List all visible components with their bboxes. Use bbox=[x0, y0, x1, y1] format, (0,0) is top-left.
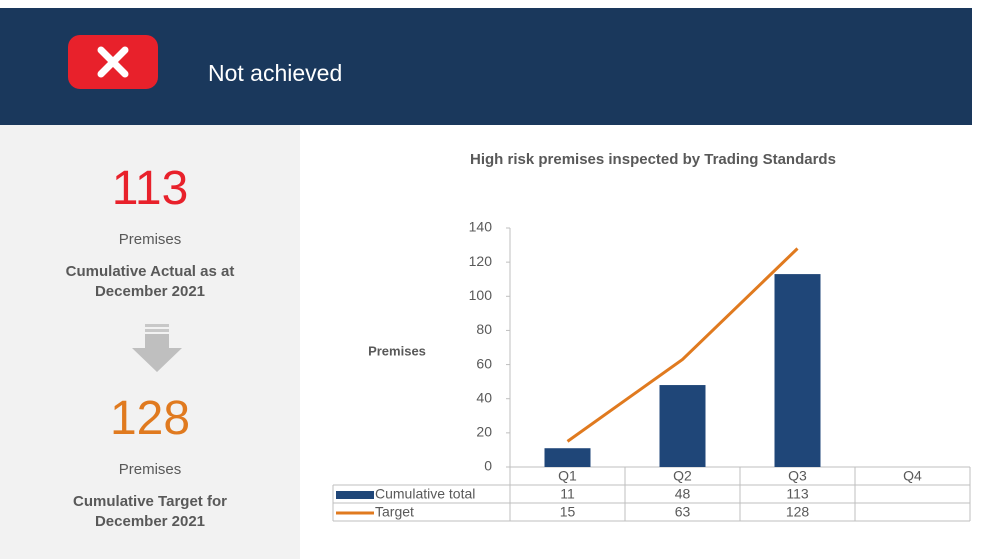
data-label: 11 bbox=[560, 486, 575, 502]
status-banner: Not achieved bbox=[0, 8, 972, 125]
target-unit: Premises bbox=[118, 461, 182, 478]
y-tick-label: 140 bbox=[469, 219, 493, 235]
legend-label: Target bbox=[375, 504, 414, 520]
data-label: 113 bbox=[786, 486, 809, 502]
y-tick-label: 0 bbox=[484, 458, 492, 474]
y-tick-label: 20 bbox=[476, 424, 492, 440]
legend-label: Cumulative total bbox=[375, 486, 475, 502]
actual-caption: Cumulative Actual as at bbox=[65, 263, 235, 280]
target-caption: Cumulative Target for bbox=[73, 493, 227, 510]
x-tick-label: Q4 bbox=[903, 468, 922, 484]
actual-unit: Premises bbox=[118, 231, 182, 248]
actual-caption: December 2021 bbox=[94, 283, 206, 300]
x-tick-label: Q3 bbox=[788, 468, 807, 484]
actual-value: 113 bbox=[111, 162, 189, 215]
target-line bbox=[566, 247, 799, 443]
target-caption: December 2021 bbox=[94, 513, 206, 530]
x-tick-label: Q2 bbox=[673, 468, 692, 484]
y-tick-label: 40 bbox=[476, 389, 492, 405]
target-value: 128 bbox=[109, 392, 191, 445]
bar bbox=[659, 385, 706, 467]
y-tick-label: 60 bbox=[476, 355, 492, 371]
data-label: 128 bbox=[786, 504, 810, 520]
data-label: 48 bbox=[675, 486, 691, 502]
bar bbox=[774, 274, 821, 467]
y-tick-label: 100 bbox=[469, 287, 493, 303]
fail-icon bbox=[68, 35, 158, 89]
data-label: 63 bbox=[675, 504, 691, 520]
status-text: Not achieved bbox=[208, 60, 343, 86]
legend-key bbox=[336, 491, 374, 499]
y-axis-label: Premises bbox=[368, 343, 426, 358]
chart-title: High risk premises inspected by Trading … bbox=[470, 151, 836, 168]
x-tick-label: Q1 bbox=[558, 468, 577, 484]
y-tick-label: 80 bbox=[476, 321, 492, 337]
data-label: 15 bbox=[560, 504, 576, 520]
bar bbox=[544, 448, 591, 467]
y-tick-label: 120 bbox=[469, 253, 493, 269]
chart: High risk premises inspected by Trading … bbox=[332, 151, 971, 522]
summary-panel: 113 Premises Cumulative Actual as at Dec… bbox=[0, 125, 300, 559]
arrow-icon bbox=[132, 324, 182, 372]
